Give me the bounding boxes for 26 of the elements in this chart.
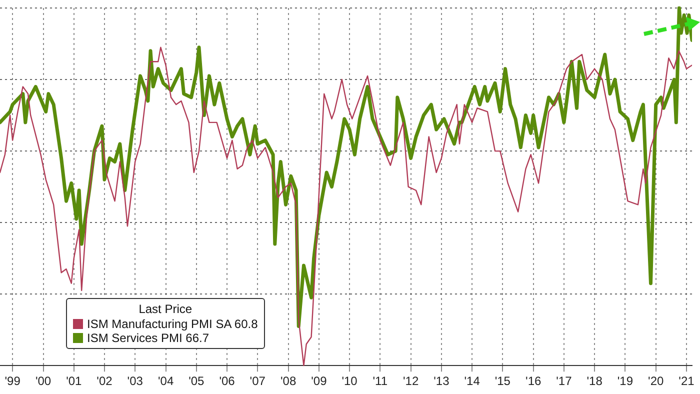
- legend-label: ISM Manufacturing PMI SA 60.8: [87, 317, 258, 331]
- x-tick-label: '10: [342, 374, 358, 388]
- x-tick-label: '15: [494, 374, 511, 388]
- x-tick-label: '06: [219, 374, 236, 388]
- x-tick-label: '18: [586, 374, 603, 388]
- x-tick-label: '12: [403, 374, 419, 388]
- x-tick-label: '05: [188, 374, 205, 388]
- x-tick-label: '03: [127, 374, 144, 388]
- x-tick-label: '04: [158, 374, 174, 388]
- legend-label: ISM Services PMI 66.7: [87, 331, 210, 345]
- x-tick-label: '21: [678, 374, 695, 388]
- x-tick-label: '09: [311, 374, 328, 388]
- x-tick-label: '16: [526, 374, 542, 388]
- x-tick-label: '99: [4, 374, 21, 388]
- x-tick-label: '14: [464, 374, 480, 388]
- x-tick-label: '19: [617, 374, 634, 388]
- x-tick-label: '02: [96, 374, 113, 388]
- x-tick-label: '13: [434, 374, 450, 388]
- x-tick-label: '07: [250, 374, 266, 388]
- x-tick-label: '17: [556, 374, 572, 388]
- x-tick-label: '00: [35, 374, 52, 388]
- x-tick-label: '08: [280, 374, 296, 388]
- x-tick-label: '20: [648, 374, 664, 388]
- legend-title: Last Price: [138, 302, 194, 316]
- x-tick-label: '01: [66, 374, 82, 388]
- x-tick-label: '11: [372, 374, 388, 388]
